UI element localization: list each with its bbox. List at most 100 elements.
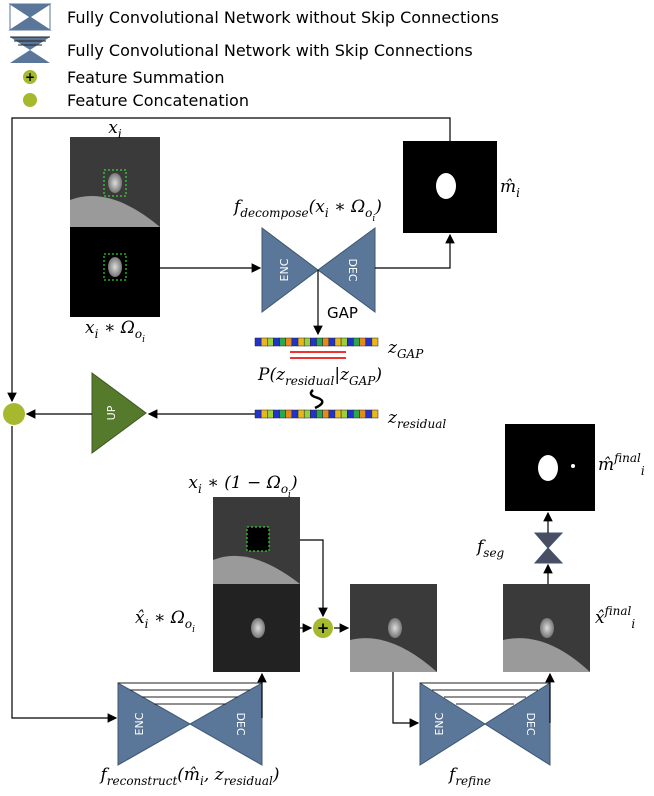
math-label: x̂finali xyxy=(595,604,635,631)
math-label: x̂i ∗ Ωoi xyxy=(135,608,195,635)
math-part: residual xyxy=(285,374,334,388)
vector-cell xyxy=(340,409,348,419)
dec-label: DEC xyxy=(234,712,247,735)
vector-cell xyxy=(347,409,354,419)
math-part: x̂ xyxy=(135,608,145,628)
math-label: fseg xyxy=(475,537,505,560)
math-part: ∗ Ω xyxy=(329,197,365,217)
up-label: UP xyxy=(105,405,118,420)
math-part: i xyxy=(95,327,99,341)
math-part: (m̂ xyxy=(177,765,200,785)
vector-cell xyxy=(334,409,342,419)
math-label: zresidual xyxy=(387,408,446,431)
math-label: zGAP xyxy=(387,338,424,361)
math-part: |z xyxy=(334,365,350,385)
vector-cell xyxy=(254,409,262,419)
math-part: seg xyxy=(483,546,504,560)
vector-cell xyxy=(291,337,299,347)
math-part: f xyxy=(98,765,109,785)
math-part: i xyxy=(198,482,202,496)
vector-cell xyxy=(297,409,305,419)
math-part: reconstruct xyxy=(107,774,178,788)
vector-cell xyxy=(359,337,366,347)
math-label: xi ∗ (1 − Ωoi) xyxy=(188,473,297,500)
math-part: z xyxy=(387,338,398,358)
math-part: i xyxy=(641,464,645,478)
vector-cell xyxy=(371,337,379,347)
math-part: i xyxy=(200,774,204,788)
math-part: ) xyxy=(272,765,280,785)
vector-cell xyxy=(316,409,323,419)
math-part: i xyxy=(325,206,329,220)
vector-cell xyxy=(353,337,360,347)
concat-node xyxy=(3,403,25,425)
vector-cell xyxy=(273,409,280,419)
math-part: x xyxy=(85,318,95,338)
vector-cell xyxy=(285,337,293,347)
math-part: i xyxy=(631,617,635,631)
labels: Fully Convolutional Network without Skip… xyxy=(25,8,645,788)
feature-vectors xyxy=(254,337,379,419)
vector-cell xyxy=(334,337,342,347)
math-part: i xyxy=(118,127,122,141)
math-part: x̂ xyxy=(595,608,605,628)
math-label: m̂i xyxy=(500,177,520,200)
math-label: frefine xyxy=(447,765,491,788)
vector-cell xyxy=(260,337,268,347)
math-part: o xyxy=(281,482,288,496)
math-part: (x xyxy=(309,197,326,217)
math-part: z xyxy=(387,408,398,428)
vector-cell xyxy=(291,409,299,419)
vector-cell xyxy=(279,337,287,347)
vector-cell xyxy=(322,337,330,347)
legend-label: Feature Summation xyxy=(67,68,224,87)
vector-cell xyxy=(347,337,354,347)
vector-cell xyxy=(340,337,348,347)
skip-lines xyxy=(118,682,550,705)
vector-cell xyxy=(365,409,373,419)
vector-cell xyxy=(303,337,311,347)
math-part: m̂ xyxy=(500,177,516,197)
math-part: o xyxy=(135,327,142,341)
legend-label: Feature Concatenation xyxy=(67,91,249,110)
math-label: m̂finali xyxy=(598,451,645,478)
vector-cell xyxy=(303,409,311,419)
vector-cell xyxy=(371,409,379,419)
math-part: decompose xyxy=(240,206,308,220)
math-part: x xyxy=(188,473,198,493)
math-part: ) xyxy=(290,473,298,493)
arrows xyxy=(7,117,555,728)
math-label: P(zresidual|zGAP) xyxy=(257,365,382,388)
math-part: ∗ Ω xyxy=(98,318,134,338)
vector-cell xyxy=(297,337,305,347)
gap-label: GAP xyxy=(327,304,358,322)
math-label: xi xyxy=(108,118,122,141)
images xyxy=(70,137,595,672)
legend-label: Fully Convolutional Network with Skip Co… xyxy=(67,41,473,60)
math-part: f xyxy=(447,765,458,785)
legend-label: Fully Convolutional Network without Skip… xyxy=(67,8,499,27)
vector-cell xyxy=(273,337,280,347)
math-part: x xyxy=(108,118,118,138)
math-part: , z xyxy=(204,765,225,785)
vector-cell xyxy=(267,337,274,347)
vector-cell xyxy=(279,409,287,419)
math-part: ) xyxy=(374,197,382,217)
vector-cell xyxy=(328,337,336,347)
math-part: GAP xyxy=(397,347,424,361)
math-part: m̂ xyxy=(598,455,614,475)
vector-cell xyxy=(310,337,317,347)
math-part: i xyxy=(288,490,291,500)
math-part: o xyxy=(185,617,192,631)
sum-node xyxy=(313,618,333,638)
math-label: xi ∗ Ωoi xyxy=(85,318,145,345)
math-part: refine xyxy=(455,774,491,788)
networks xyxy=(91,227,564,766)
enc-label: ENC xyxy=(133,712,146,735)
math-part: i xyxy=(516,186,520,200)
vector-cell xyxy=(310,409,317,419)
math-part: ) xyxy=(374,365,382,385)
sum-symbol: + xyxy=(317,619,330,637)
legend-icons xyxy=(8,3,52,107)
